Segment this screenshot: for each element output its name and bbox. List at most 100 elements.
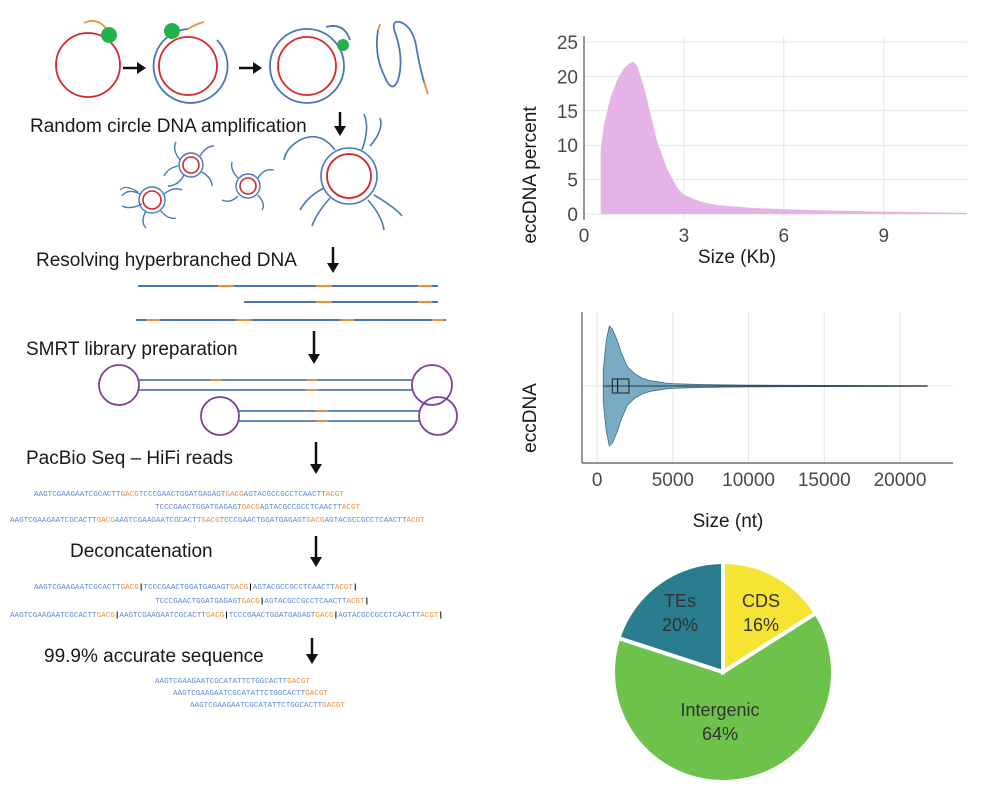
pie-value-tes: 20% [662, 615, 698, 635]
x-tick-label: 9 [878, 226, 889, 247]
y-tick-label: 20 [557, 67, 578, 88]
arrow-down-icon [310, 442, 322, 474]
pie-label-tes: TEs [664, 591, 696, 611]
sequence-segment: TCCCGAACTGGATGAGAGT [139, 491, 226, 499]
x-tick-label: 6 [779, 226, 790, 247]
arrow-down-icon [327, 247, 339, 273]
sequence-segment: AAGTCGAAGAATCGCACTT [115, 517, 202, 525]
violin-box [611, 378, 630, 394]
polymerase-icon [164, 23, 180, 39]
sequence-segment: ACGT [335, 584, 354, 592]
sequence-segment: AAGTCGAAGAATCGCATATTCTGGCACTT [173, 690, 306, 698]
cut-site-marker: | [260, 598, 265, 606]
step-label-smrt: SMRT library preparation [26, 339, 238, 360]
arrow-down-icon [310, 536, 322, 567]
x-tick-label: 10000 [722, 470, 775, 491]
deconcatenated-reads: AAGTCGAAGAATCGCACTTGACG|TCCCGAACTGGATGAG… [10, 584, 443, 620]
sequence-segment: TCCCGAACTGGATGAGAGT [155, 504, 242, 512]
sequence-segment: GACG [242, 504, 261, 512]
sequence-segment: GACG [97, 612, 116, 620]
sequence-segment: AGTACGCCGCCTCAACTT [338, 612, 420, 620]
density-y-axis-label: eccDNA percent [520, 106, 541, 244]
sequence-segment: GACG [97, 517, 116, 525]
x-tick-label: 0 [592, 470, 603, 491]
cut-site-marker: | [438, 612, 443, 620]
sequence-segment: TCCCGAACTGGATGAGAGT [229, 612, 316, 620]
cut-site-marker: | [353, 584, 358, 592]
cut-site-marker: | [139, 584, 144, 592]
sequence-segment: ACGT [420, 612, 439, 620]
rolling-circle-stage-1 [55, 19, 121, 98]
arrow-right-icon [239, 62, 262, 74]
arrow-right-icon [123, 62, 146, 74]
sequence-segment: TCCCGAACTGGATGAGAGT [143, 584, 230, 592]
rolling-circle-stage-2 [152, 21, 229, 104]
size-violin-chart: 0 5000 10000 15000 20000 Size (nt) eccDNA [520, 312, 953, 532]
y-tick-label: 5 [567, 171, 578, 192]
sequence-segment: AGTACGCCGCCTCAACTT [324, 517, 406, 525]
sequence-segment: AAGTCGAAGAATCGCATATTCTGGCACTT [190, 702, 323, 710]
sequence-segment: AAGTCGAAGAATCGCATATTCTGGCACTT [155, 678, 288, 686]
sequence-segment: AGTACGCCGCCTCAACTT [260, 504, 342, 512]
polymerase-icon [337, 39, 349, 51]
deconcatenated-read-1: AAGTCGAAGAATCGCACTTGACG|TCCCGAACTGGATGAG… [34, 584, 358, 592]
sequence-segment: GACGT [322, 702, 345, 710]
density-x-axis-label: Size (Kb) [698, 247, 776, 268]
hyperbranched-dna-illustration [119, 113, 403, 231]
sequence-segment: GACG [306, 517, 325, 525]
y-tick-label: 15 [557, 102, 578, 123]
x-tick-label: 3 [679, 226, 690, 247]
arrow-down-icon [308, 331, 320, 364]
violin-x-axis-label: Size (nt) [693, 511, 764, 532]
sequence-segment: GACG [121, 491, 140, 499]
cut-site-marker: | [115, 612, 120, 620]
pie-value-cds: 16% [743, 615, 779, 635]
sequence-segment: GACG [225, 491, 244, 499]
density-tick-labels: 0 5 10 15 20 25 0 3 6 9 [557, 33, 889, 247]
sequence-segment: AGTACGCCGCCTCAACTT [244, 491, 326, 499]
hifi-read-1: AAGTCGAAGAATCGCACTTGACGTCCCGAACTGGATGAGA… [34, 491, 344, 499]
sequence-segment: AAGTCGAAGAATCGCACTT [34, 491, 121, 499]
consensus-read-1: AAGTCGAAGAATCGCATATTCTGGCACTTGACGT [155, 678, 310, 686]
hifi-read-3: AAGTCGAAGAATCGCACTTGACGAAGTCGAAGAATCGCAC… [10, 517, 425, 525]
sequence-segment: ACGT [342, 504, 361, 512]
pie-slice-cds [721, 559, 819, 676]
sequence-segment: GACG [121, 584, 140, 592]
sequence-segment: GACGT [305, 690, 328, 698]
cut-site-marker: | [224, 612, 229, 620]
violin-y-axis-label: eccDNA [520, 383, 541, 453]
sequence-segment: GACG [315, 612, 334, 620]
sequence-segment: ACGT [407, 517, 426, 525]
x-tick-label: 5000 [652, 470, 694, 491]
violin-tick-labels: 0 5000 10000 15000 20000 [592, 470, 927, 491]
sequence-segment: AGTACGCCGCCTCAACTT [264, 598, 346, 606]
sequence-segment: TCCCGAACTGGATGAGAGT [220, 517, 307, 525]
polymerase-icon [101, 27, 117, 43]
sequence-segment: AAGTCGAAGAATCGCACTT [10, 612, 97, 620]
step-label-resolving: Resolving hyperbranched DNA [36, 250, 297, 271]
hifi-reads: AAGTCGAAGAATCGCACTTGACGTCCCGAACTGGATGAGA… [10, 491, 425, 525]
y-tick-label: 25 [557, 33, 578, 54]
consensus-read-3: AAGTCGAAGAATCGCATATTCTGGCACTTGACGT [190, 702, 345, 710]
deconcatenated-read-3: AAGTCGAAGAATCGCACTTGACG|AAGTCGAAGAATCGCA… [10, 612, 443, 620]
sequence-segment: ACGT [346, 598, 365, 606]
sequence-segment: AAGTCGAAGAATCGCACTT [34, 584, 121, 592]
sequence-segment: GACG [206, 612, 225, 620]
density-area [600, 62, 967, 214]
arrow-down-icon [306, 638, 318, 664]
hifi-read-2: TCCCGAACTGGATGAGAGTGACGAGTACGCCGCCTCAACT… [155, 504, 361, 512]
consensus-read-2: AAGTCGAAGAATCGCATATTCTGGCACTTGACGT [173, 690, 328, 698]
y-tick-label: 0 [567, 205, 578, 226]
sequence-segment: GACG [242, 598, 261, 606]
sequence-segment: AAGTCGAAGAATCGCACTT [119, 612, 206, 620]
sequence-segment: ACGT [326, 491, 345, 499]
pie-slice-tes [615, 559, 725, 675]
pie-label-intergenic: Intergenic [680, 700, 759, 720]
sequence-segment: GACG [230, 584, 249, 592]
deconcatenated-read-2: TCCCGAACTGGATGAGAGTGACG|AGTACGCCGCCTCAAC… [155, 598, 369, 606]
consensus-reads: AAGTCGAAGAATCGCATATTCTGGCACTTGACGT AAGTC… [155, 678, 345, 710]
sequence-segment: AGTACGCCGCCTCAACTT [253, 584, 335, 592]
x-tick-label: 0 [579, 226, 590, 247]
pie-value-intergenic: 64% [702, 724, 738, 744]
